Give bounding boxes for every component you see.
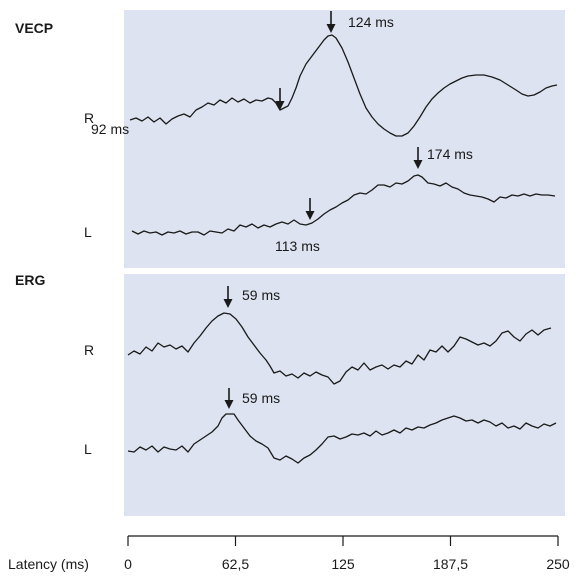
erg-right-waveform — [127, 312, 552, 385]
erg-panel — [124, 274, 565, 516]
axis-tick-label: 125 — [331, 556, 355, 572]
erg-right-latency-label-59: 59 ms — [242, 287, 280, 303]
vecp-right-latency-label-124: 124 ms — [348, 14, 394, 30]
axis-tick-label: 62,5 — [222, 556, 249, 572]
erg-left-waveform — [127, 413, 557, 464]
vecp-left-latency-label-113: 113 ms — [275, 238, 320, 254]
erg-left-eye-label: L — [84, 441, 92, 457]
erg-left-latency-label-59: 59 ms — [242, 390, 280, 406]
vecp-right-waveform — [129, 34, 558, 137]
vecp-right-marker-92 — [275, 88, 285, 110]
erg-right-eye-label: R — [84, 342, 94, 358]
vecp-panel — [124, 10, 565, 268]
vecp-left-waveform — [131, 174, 556, 236]
vecp-right-eye-label: R — [84, 110, 94, 126]
erg-section-label: ERG — [15, 272, 45, 288]
vecp-left-marker-113 — [305, 198, 315, 220]
vecp-left-latency-label-174: 174 ms — [427, 146, 473, 162]
erg-right-marker-59 — [223, 286, 233, 308]
axis-tick-label: 0 — [124, 556, 132, 572]
axis-tick-label: 250 — [546, 556, 570, 572]
latency-axis-ticks: 0 62,5 125 187,5 250 — [124, 536, 570, 572]
vecp-section-label: VECP — [15, 20, 53, 36]
axis-tick-label: 187,5 — [433, 556, 468, 572]
vecp-right-marker-124 — [326, 11, 336, 33]
vecp-right-latency-label-92: 92 ms — [91, 121, 129, 137]
vecp-left-marker-174 — [413, 147, 423, 169]
erg-left-marker-59 — [224, 388, 234, 409]
latency-axis-title: Latency (ms) — [8, 556, 89, 572]
vecp-left-eye-label: L — [84, 224, 92, 240]
